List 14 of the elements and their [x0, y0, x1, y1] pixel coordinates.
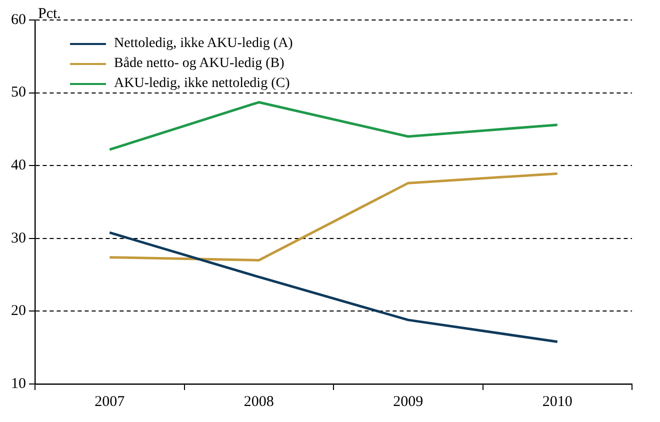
y-tick-label: 40 — [11, 158, 26, 174]
x-tick-label: 2010 — [542, 394, 572, 410]
y-axis-title: Pct. — [38, 6, 61, 23]
legend-label: Nettoledig, ikke AKU-ledig (A) — [114, 35, 293, 53]
legend-label: Både netto- og AKU-ledig (B) — [114, 55, 284, 73]
x-tick-label: 2007 — [94, 394, 126, 410]
y-tick-label: 50 — [11, 84, 26, 101]
legend-label: AKU-ledig, ikke nettoledig (C) — [114, 75, 290, 93]
x-tick-label: 2009 — [393, 394, 424, 410]
y-tick-label: 60 — [11, 12, 26, 28]
y-tick-label: 30 — [11, 230, 26, 246]
x-tick-label: 2008 — [244, 394, 274, 410]
y-tick-label: 20 — [11, 303, 26, 320]
y-tick-label: 10 — [11, 376, 26, 392]
